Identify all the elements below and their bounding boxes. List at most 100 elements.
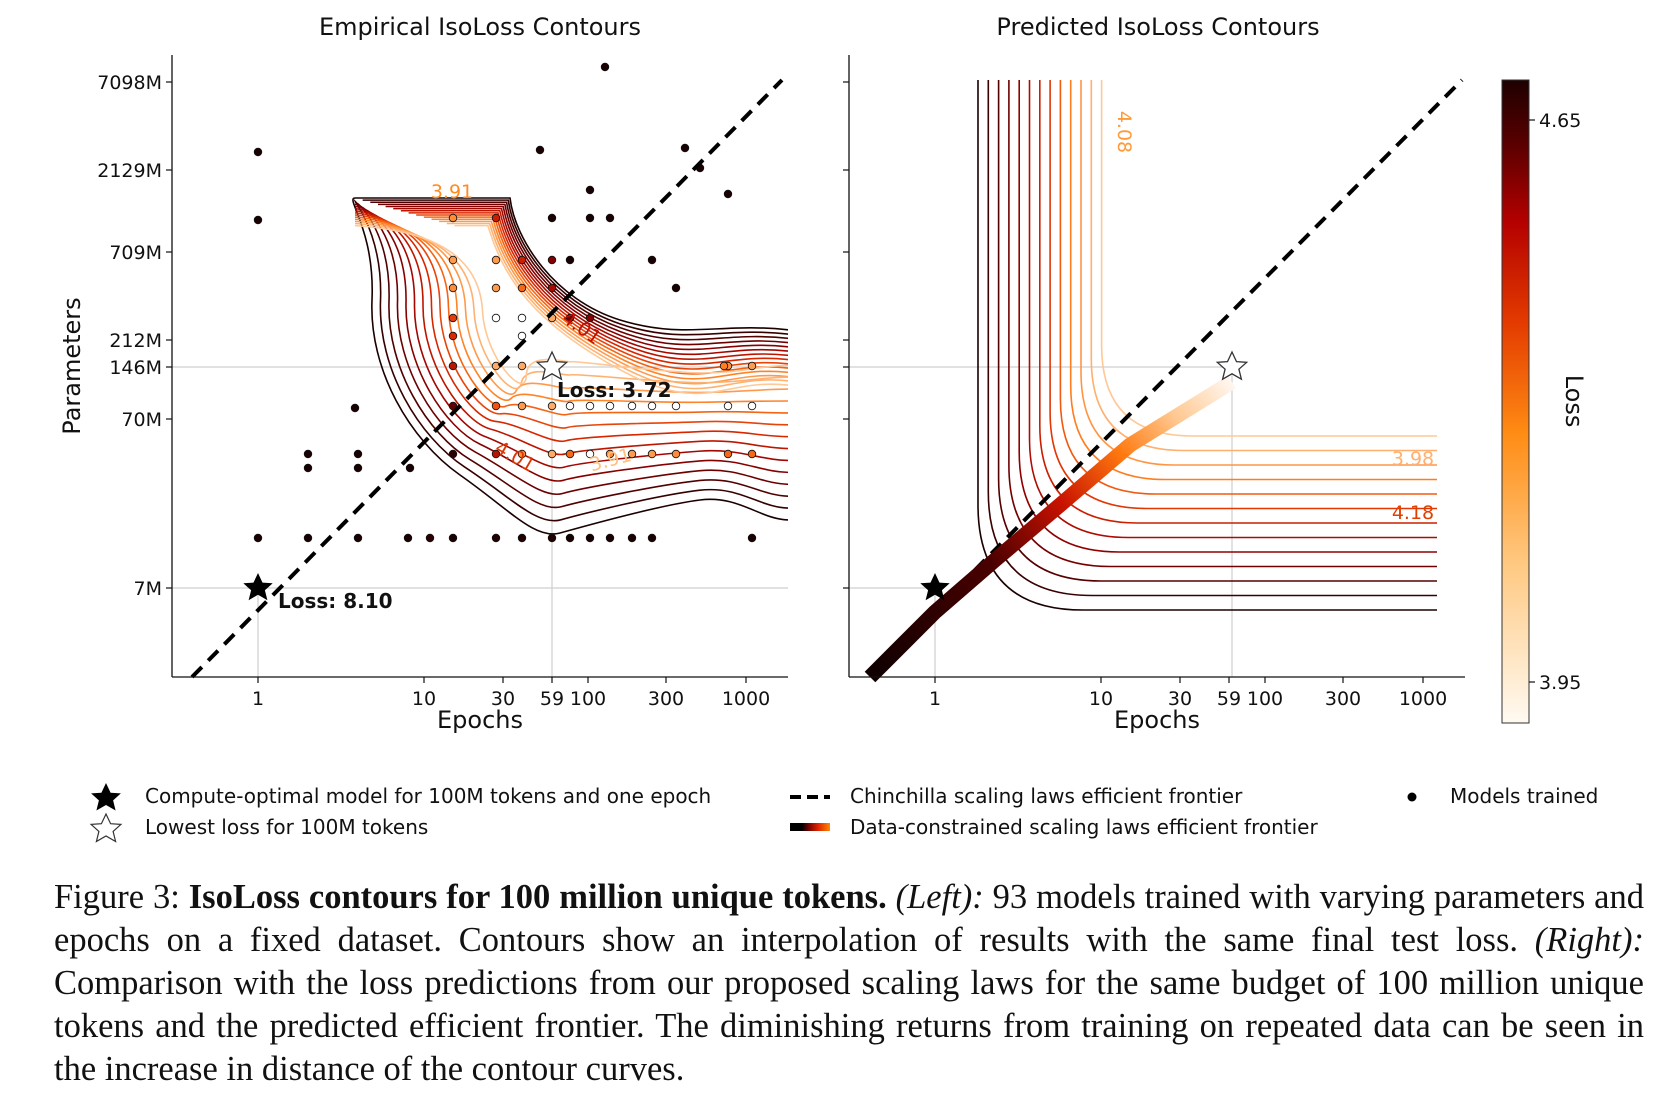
right-contour-line bbox=[977, 80, 1437, 611]
caption-left-text: 93 models trained with varying parameter… bbox=[54, 878, 1644, 959]
left-plot-title: Empirical IsoLoss Contours bbox=[319, 13, 641, 41]
left-filled-star-icon bbox=[243, 573, 273, 601]
left-contour-line-lower bbox=[354, 201, 788, 509]
right-contour-line bbox=[1100, 80, 1437, 437]
model-dot bbox=[547, 255, 557, 265]
model-dot bbox=[723, 401, 733, 411]
left-x-tick-label: 100 bbox=[570, 688, 606, 710]
model-dot bbox=[605, 213, 615, 223]
left-contour-line-upper bbox=[393, 207, 788, 356]
model-dot bbox=[747, 361, 757, 371]
model-dot bbox=[747, 533, 757, 543]
caption-bold: IsoLoss contours for 100 million unique … bbox=[188, 878, 887, 916]
colorbar-tick-low: 3.95 bbox=[1539, 672, 1581, 694]
right-x-tick-label: 1 bbox=[929, 688, 941, 710]
model-dot bbox=[491, 213, 501, 223]
right-x-tick-label: 30 bbox=[1168, 688, 1192, 710]
right-contour-line bbox=[1059, 80, 1437, 495]
left-contour-line-lower bbox=[354, 207, 788, 469]
colorbar-label: Loss bbox=[1560, 375, 1588, 428]
model-dot bbox=[353, 533, 363, 543]
right-x-ticks: 1 10 30 59 100 300 1000 bbox=[929, 677, 1447, 710]
model-dot bbox=[491, 283, 501, 293]
model-dot bbox=[448, 331, 458, 341]
model-dot bbox=[747, 449, 757, 459]
left-y-tick-label: 709M bbox=[109, 242, 162, 264]
left-x-axis-label: Epochs bbox=[437, 706, 523, 734]
left-contour-line-lower bbox=[354, 203, 788, 496]
right-contour-line bbox=[1080, 80, 1437, 466]
model-dot bbox=[647, 255, 657, 265]
model-dot bbox=[353, 449, 363, 459]
right-contour-line bbox=[997, 80, 1437, 582]
left-contour-line-upper bbox=[431, 218, 788, 380]
model-dot bbox=[253, 147, 263, 157]
model-dot bbox=[671, 401, 681, 411]
model-dot bbox=[425, 533, 435, 543]
left-contour-line-upper bbox=[385, 205, 788, 351]
model-dot bbox=[627, 533, 637, 543]
legend-label-compute-optimal: Compute-optimal model for 100M tokens an… bbox=[145, 784, 711, 808]
legend-label-chinchilla: Chinchilla scaling laws efficient fronti… bbox=[850, 784, 1243, 808]
right-axes bbox=[843, 55, 1465, 678]
model-dot bbox=[585, 213, 595, 223]
left-x-tick-label: 10 bbox=[412, 688, 436, 710]
figure: Empirical IsoLoss Contours Predicted Iso… bbox=[58, 13, 1598, 843]
model-dot bbox=[600, 62, 610, 72]
model-dot bbox=[647, 449, 657, 459]
model-dot bbox=[303, 533, 313, 543]
left-contour-line-lower bbox=[354, 209, 788, 456]
left-model-dots bbox=[253, 62, 757, 543]
left-contour-line-lower bbox=[354, 205, 788, 482]
model-dot bbox=[253, 533, 263, 543]
left-contour-line-upper bbox=[416, 214, 788, 370]
model-dot bbox=[405, 463, 415, 473]
model-dot bbox=[448, 255, 458, 265]
model-dot bbox=[585, 185, 595, 195]
model-dot bbox=[585, 449, 595, 459]
model-dot bbox=[517, 401, 527, 411]
model-dot bbox=[517, 331, 527, 341]
model-dot bbox=[671, 283, 681, 293]
right-x-tick-label: 300 bbox=[1325, 688, 1361, 710]
model-dot bbox=[565, 313, 575, 323]
model-dot bbox=[605, 533, 615, 543]
right-contour-plot: 4.08 3.98 4.18 1 10 30 59 100 300 1000 Epochs bbox=[843, 55, 1465, 734]
left-reference-lines bbox=[172, 366, 788, 677]
left-annotation-min-compute: Loss: 8.10 bbox=[278, 589, 393, 613]
caption-left-label: (Left): bbox=[895, 878, 984, 916]
left-contour-line-upper bbox=[408, 212, 788, 365]
left-contour-line-upper bbox=[423, 216, 788, 375]
model-dot bbox=[723, 449, 733, 459]
left-contour-line-upper bbox=[454, 224, 788, 395]
legend-label-data-constrained: Data-constrained scaling laws efficient … bbox=[850, 815, 1318, 839]
model-dot bbox=[719, 361, 729, 371]
model-dot bbox=[627, 401, 637, 411]
right-chinchilla-frontier bbox=[973, 78, 1464, 572]
model-dot bbox=[517, 255, 527, 265]
model-dot bbox=[627, 449, 637, 459]
colorbar-tick-high: 4.65 bbox=[1539, 110, 1581, 132]
left-axes bbox=[171, 55, 788, 678]
legend-open-star-icon bbox=[89, 812, 123, 843]
right-plot-title: Predicted IsoLoss Contours bbox=[996, 13, 1319, 41]
legend-gradient-line-icon bbox=[790, 823, 830, 831]
legend-label-models-trained: Models trained bbox=[1450, 784, 1598, 808]
left-contour-line-lower bbox=[354, 224, 788, 384]
left-chinchilla-frontier bbox=[190, 78, 784, 679]
left-x-tick-label: 1 bbox=[252, 688, 264, 710]
model-dot bbox=[585, 533, 595, 543]
left-contour-value-label: 4.01 bbox=[491, 437, 539, 477]
caption-right-text: Comparison with the loss predictions fro… bbox=[54, 964, 1644, 1088]
model-dot bbox=[448, 213, 458, 223]
model-dot bbox=[448, 533, 458, 543]
left-y-ticks: 7M 70M 146M 212M 709M 2129M 7098M bbox=[97, 72, 172, 600]
model-dot bbox=[680, 143, 690, 153]
left-x-tick-label: 30 bbox=[491, 688, 515, 710]
right-contour-line bbox=[1008, 80, 1437, 568]
left-y-tick-label: 7M bbox=[134, 578, 162, 600]
model-dot bbox=[547, 213, 557, 223]
left-contour-line-lower bbox=[354, 214, 788, 429]
model-dot bbox=[747, 401, 757, 411]
left-contour-value-label: 3.91 bbox=[431, 181, 473, 203]
